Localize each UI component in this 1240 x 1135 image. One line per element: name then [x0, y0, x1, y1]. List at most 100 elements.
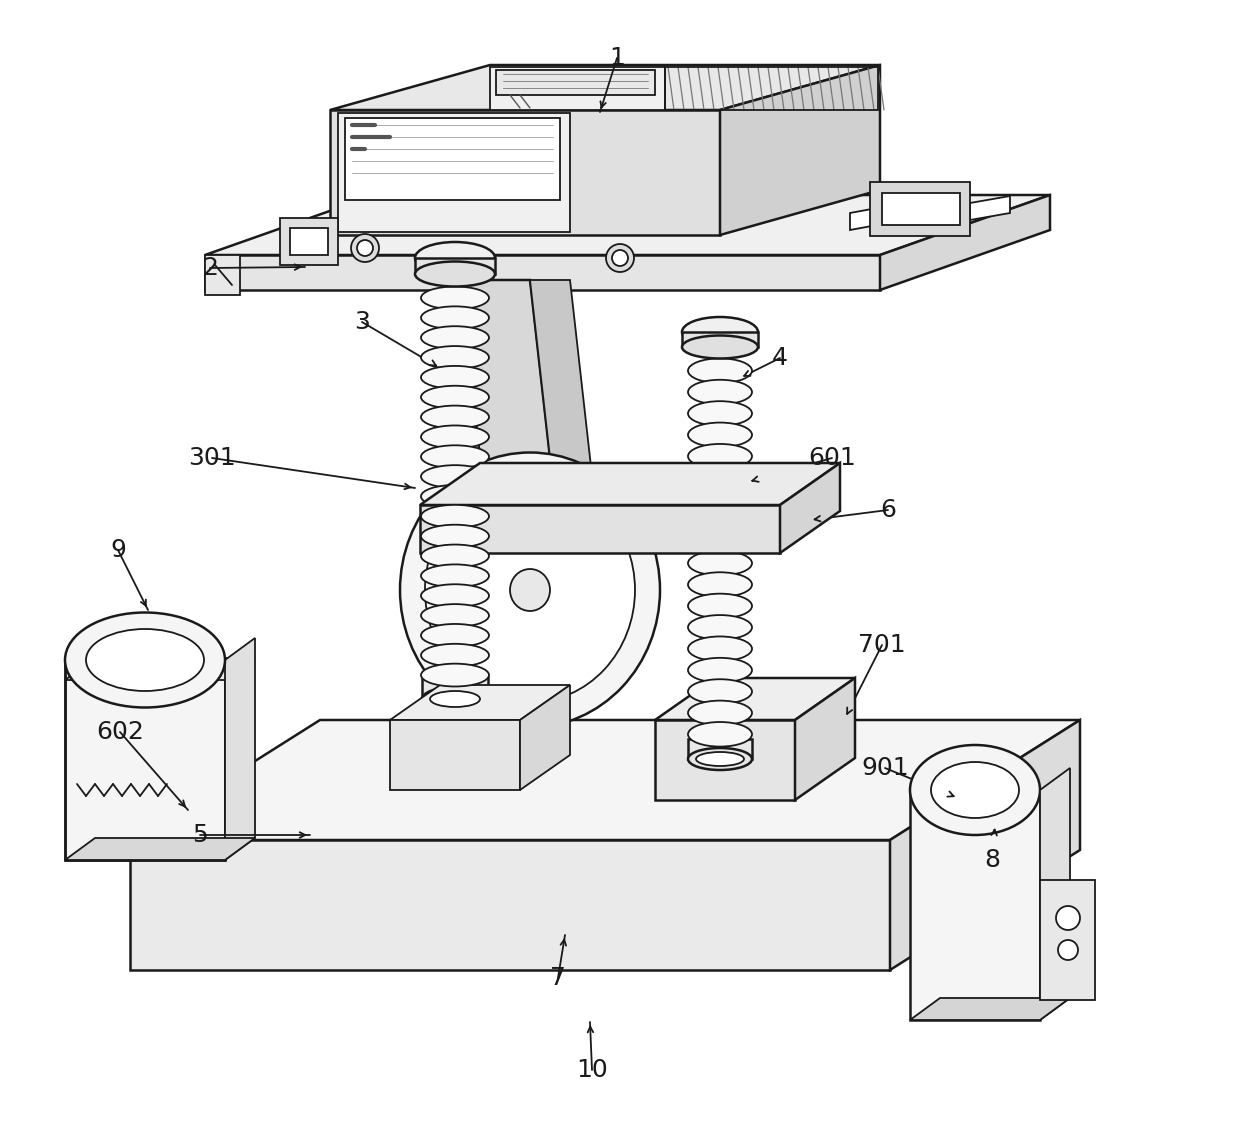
Text: 5: 5 [192, 823, 208, 847]
Ellipse shape [688, 594, 751, 619]
Circle shape [1058, 940, 1078, 960]
Ellipse shape [415, 261, 495, 286]
Ellipse shape [688, 700, 751, 725]
Ellipse shape [425, 478, 635, 703]
Polygon shape [130, 720, 1080, 840]
Polygon shape [870, 182, 970, 236]
Circle shape [357, 239, 373, 257]
Ellipse shape [688, 508, 751, 532]
Polygon shape [780, 463, 839, 553]
Polygon shape [688, 739, 751, 759]
Polygon shape [890, 720, 1080, 970]
Ellipse shape [688, 550, 751, 575]
Ellipse shape [696, 753, 744, 766]
Polygon shape [415, 258, 495, 274]
Ellipse shape [910, 745, 1040, 835]
Ellipse shape [422, 687, 489, 711]
Circle shape [613, 250, 627, 266]
Ellipse shape [422, 664, 489, 687]
Ellipse shape [688, 572, 751, 597]
Ellipse shape [931, 762, 1019, 818]
Text: 1: 1 [609, 47, 625, 70]
Polygon shape [345, 118, 560, 200]
Ellipse shape [64, 613, 224, 707]
Ellipse shape [688, 658, 751, 682]
Ellipse shape [688, 637, 751, 661]
Ellipse shape [422, 405, 489, 428]
Circle shape [351, 234, 379, 262]
Polygon shape [280, 218, 339, 264]
Polygon shape [205, 195, 1050, 255]
Text: 4: 4 [773, 346, 787, 370]
Polygon shape [391, 720, 520, 790]
Ellipse shape [422, 485, 489, 507]
Polygon shape [490, 67, 665, 110]
Polygon shape [880, 195, 1050, 291]
Ellipse shape [682, 317, 758, 347]
Ellipse shape [422, 346, 489, 369]
Text: 10: 10 [577, 1058, 608, 1082]
Polygon shape [682, 333, 758, 347]
Polygon shape [64, 659, 224, 860]
Polygon shape [529, 280, 615, 680]
Ellipse shape [688, 444, 751, 469]
Polygon shape [64, 838, 255, 860]
Ellipse shape [430, 691, 480, 707]
Ellipse shape [688, 359, 751, 382]
Polygon shape [330, 110, 720, 235]
Ellipse shape [86, 629, 205, 691]
Polygon shape [496, 70, 655, 95]
Polygon shape [1040, 880, 1095, 1000]
Ellipse shape [422, 545, 489, 568]
Polygon shape [420, 463, 839, 505]
Polygon shape [910, 998, 1070, 1020]
Text: 6: 6 [880, 498, 897, 522]
Ellipse shape [422, 365, 489, 389]
Ellipse shape [422, 426, 489, 448]
Polygon shape [205, 255, 880, 291]
Polygon shape [655, 720, 795, 800]
Polygon shape [795, 678, 856, 800]
Polygon shape [460, 280, 575, 680]
Text: 901: 901 [862, 756, 909, 780]
Ellipse shape [422, 286, 489, 310]
Ellipse shape [682, 336, 758, 359]
Ellipse shape [510, 569, 551, 611]
Ellipse shape [688, 679, 751, 704]
Polygon shape [720, 65, 880, 235]
Polygon shape [520, 686, 570, 790]
Ellipse shape [688, 465, 751, 490]
Polygon shape [420, 505, 780, 553]
Text: 701: 701 [858, 633, 905, 657]
Ellipse shape [688, 422, 751, 447]
Ellipse shape [422, 386, 489, 409]
Ellipse shape [422, 564, 489, 587]
Polygon shape [205, 255, 241, 295]
Polygon shape [391, 686, 570, 720]
Text: 3: 3 [355, 310, 370, 334]
Ellipse shape [688, 722, 751, 747]
Ellipse shape [688, 748, 751, 770]
Ellipse shape [688, 487, 751, 512]
Ellipse shape [422, 445, 489, 468]
Polygon shape [970, 196, 1011, 220]
Text: 601: 601 [808, 446, 856, 470]
Polygon shape [655, 678, 856, 720]
Text: 7: 7 [551, 966, 565, 990]
Text: 8: 8 [985, 848, 999, 872]
Ellipse shape [422, 505, 489, 528]
Text: 2: 2 [202, 257, 218, 280]
Text: 301: 301 [188, 446, 236, 470]
Polygon shape [422, 676, 489, 699]
Ellipse shape [688, 530, 751, 554]
Ellipse shape [422, 524, 489, 547]
Ellipse shape [422, 326, 489, 350]
Ellipse shape [422, 604, 489, 627]
Ellipse shape [422, 585, 489, 607]
Polygon shape [330, 65, 880, 110]
Ellipse shape [688, 401, 751, 426]
Polygon shape [339, 114, 570, 232]
Ellipse shape [688, 615, 751, 640]
Ellipse shape [422, 624, 489, 647]
Polygon shape [64, 658, 255, 680]
